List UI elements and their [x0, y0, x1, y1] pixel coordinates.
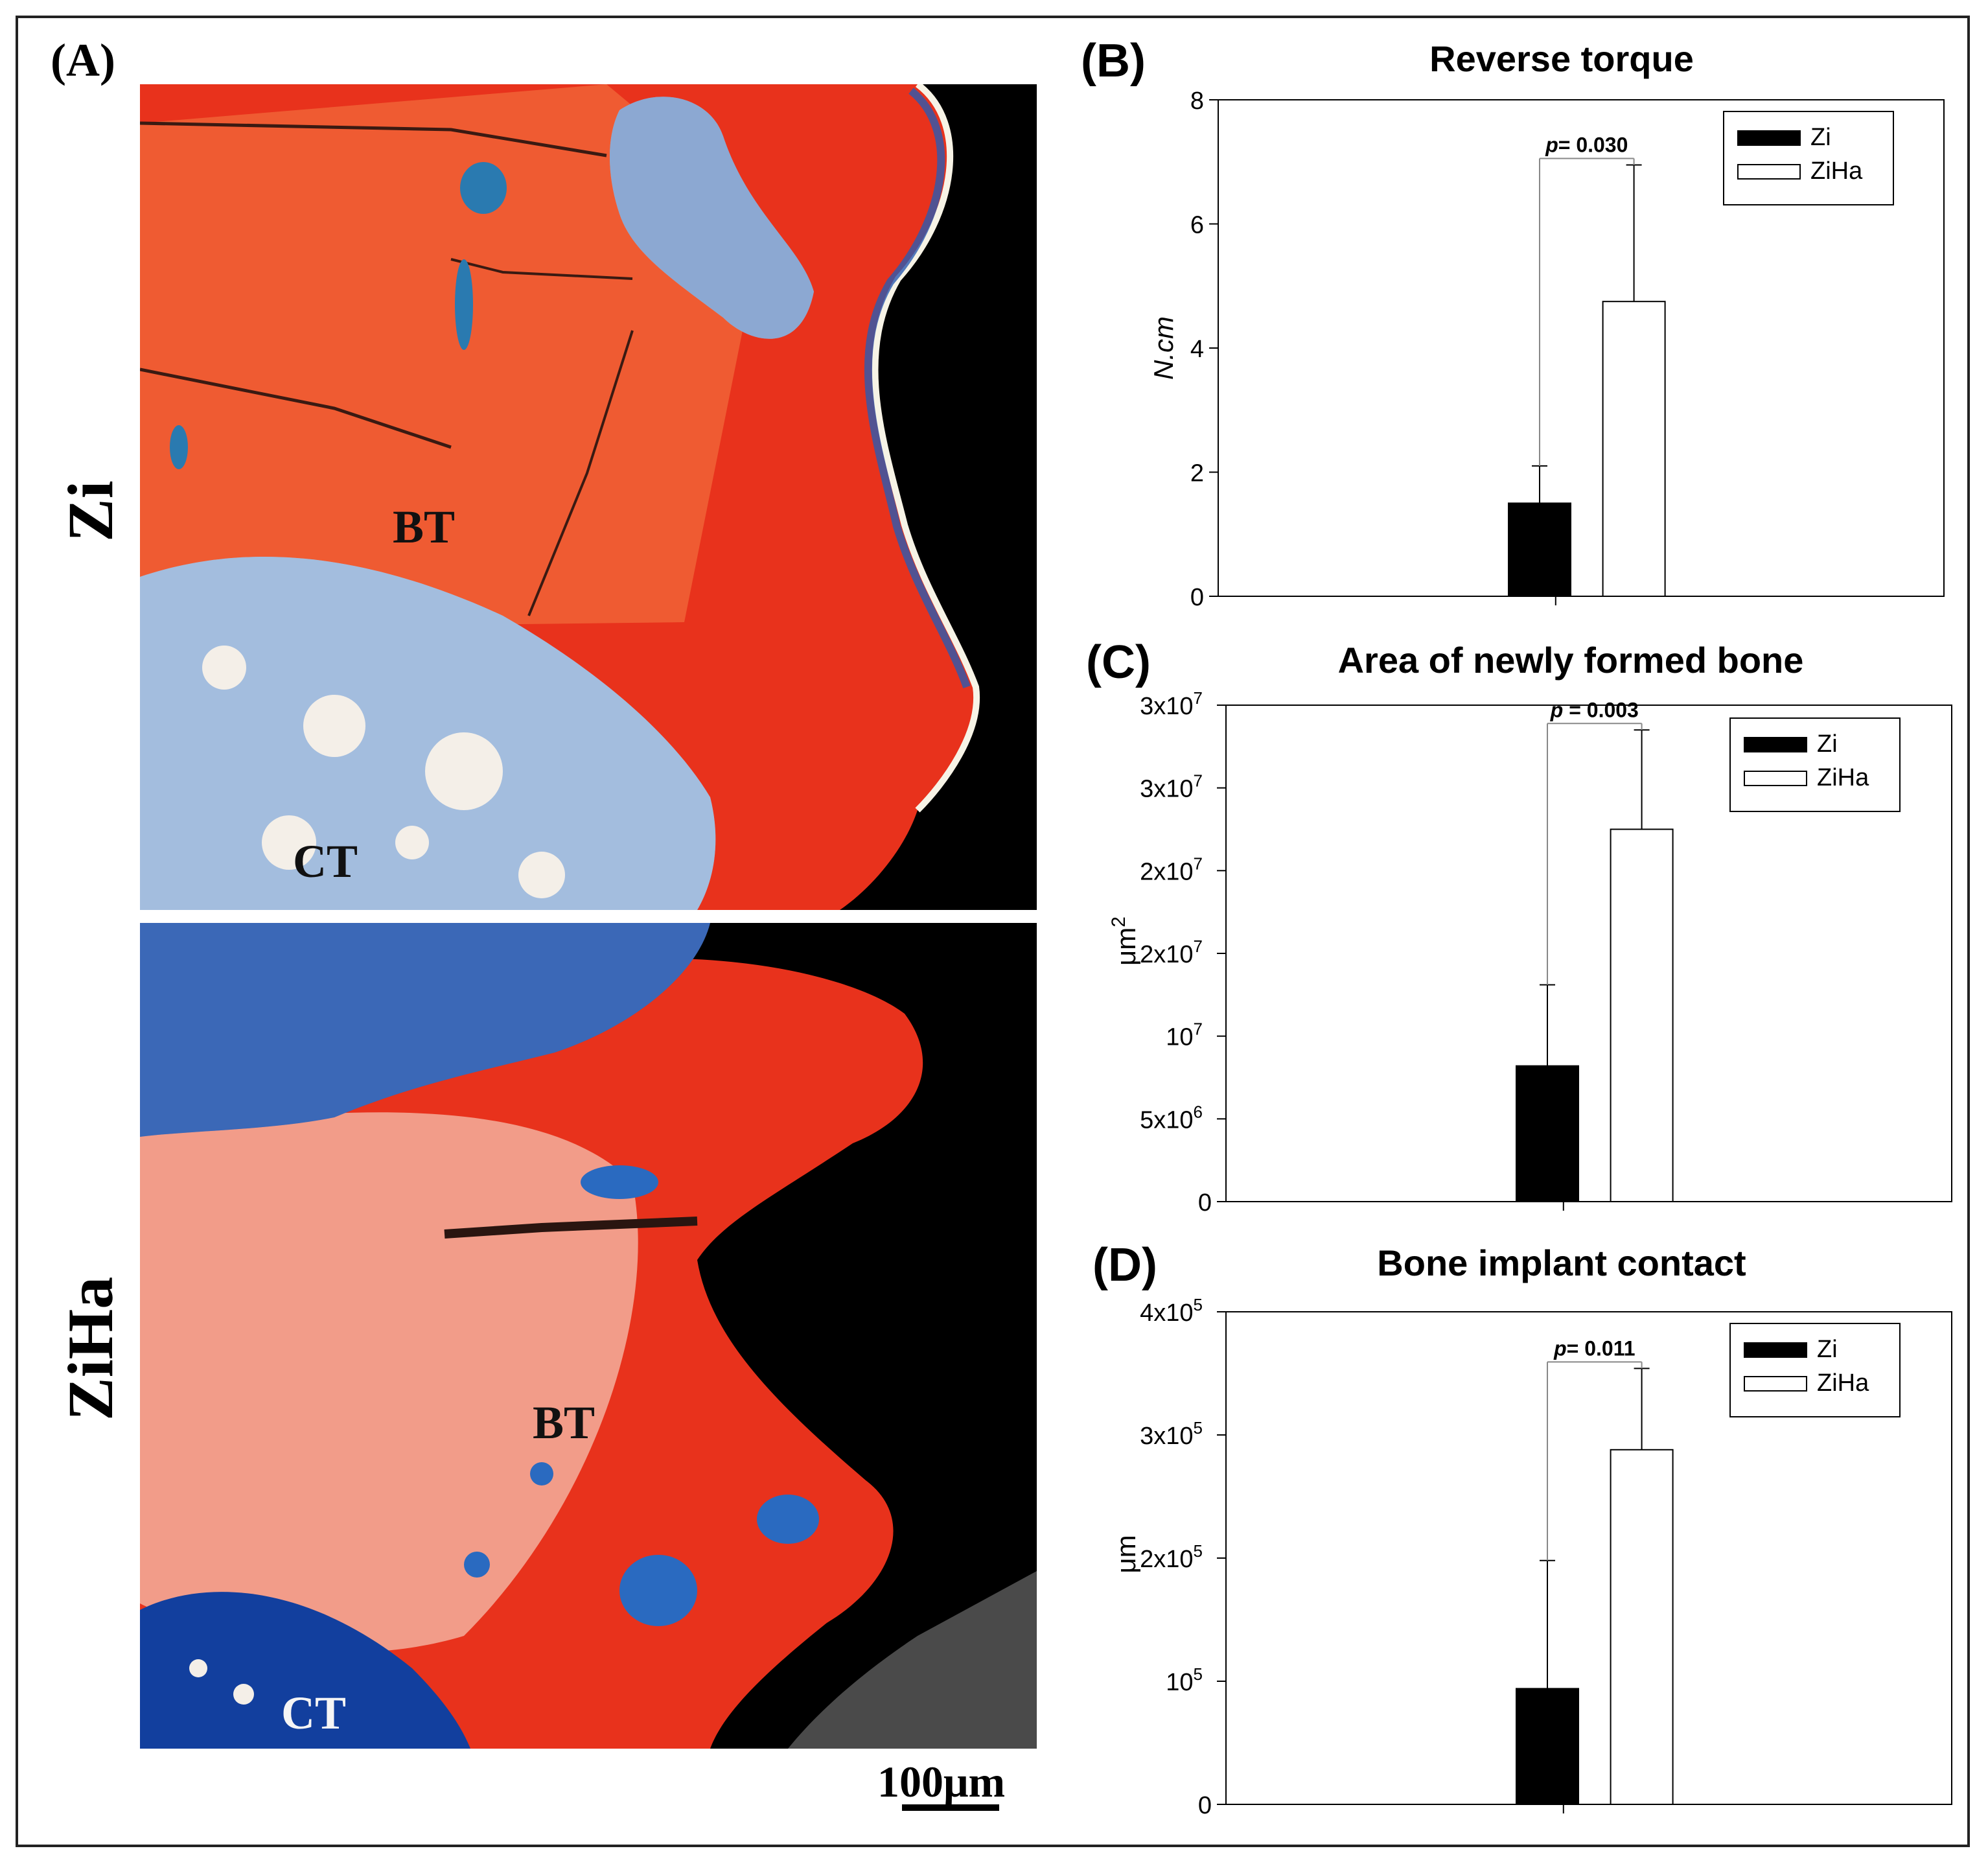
- panel-a-letter: (A): [51, 34, 115, 86]
- y-tick-label: 3x105: [1140, 1418, 1203, 1450]
- y-tick-label: 105: [1166, 1664, 1203, 1696]
- legend-swatch-zi: [1737, 130, 1801, 146]
- tissue-label-ct-ziha: CT: [281, 1687, 347, 1739]
- legend-label-ziha: ZiHa: [1817, 764, 1869, 791]
- y-tick-label: 107: [1166, 1019, 1203, 1051]
- legend-label-zi: Zi: [1817, 1336, 1838, 1363]
- y-tick-label: 4: [1190, 336, 1204, 363]
- bar-zi: [1516, 1688, 1579, 1806]
- micrograph-zi-drawing: [140, 84, 1037, 910]
- legend-box: [1729, 1323, 1901, 1417]
- legend-swatch-ziha: [1744, 1376, 1807, 1392]
- legend-box: [1729, 717, 1901, 812]
- row-label-zi: Zi: [54, 480, 126, 542]
- y-axis-label: μm: [1111, 1535, 1141, 1573]
- legend-label-zi: Zi: [1817, 730, 1838, 758]
- chart-bone-implant-contact: (D) Bone implant contact 0 105 2x105 3x105 4x1…: [1092, 1239, 1952, 1819]
- bar-ziha: [1602, 301, 1666, 597]
- p-value-label: p= 0.011: [1553, 1336, 1635, 1360]
- y-tick-label: 5x106: [1140, 1102, 1203, 1134]
- legend-label-ziha: ZiHa: [1817, 1369, 1869, 1397]
- legend-label-ziha: ZiHa: [1810, 157, 1863, 185]
- y-tick-label: 4x105: [1140, 1295, 1203, 1327]
- bar-zi: [1516, 1065, 1579, 1202]
- scale-bar: [902, 1804, 999, 1811]
- y-tick-label: 0: [1198, 1189, 1212, 1217]
- panel-letter: (D): [1092, 1239, 1157, 1291]
- tissue-label-bt-zi: BT: [393, 501, 456, 553]
- y-tick-label: 2: [1190, 460, 1204, 487]
- tissue-label-bt-ziha: BT: [533, 1397, 595, 1449]
- chart-title: Area of newly formed bone: [1338, 640, 1804, 681]
- tissue-label-ct-zi: CT: [293, 835, 358, 887]
- y-tick-label: 2x105: [1140, 1541, 1203, 1573]
- legend-box: [1723, 111, 1894, 205]
- p-value-label: p = 0.003: [1550, 698, 1639, 721]
- micrograph-ziha-drawing: [140, 923, 1037, 1749]
- bar-ziha: [1610, 1449, 1674, 1805]
- y-tick-label: 8: [1190, 87, 1204, 115]
- y-tick-label: 0: [1190, 584, 1204, 611]
- legend-swatch-zi: [1744, 1342, 1807, 1358]
- figure-frame: [16, 16, 1970, 1847]
- bar-ziha: [1610, 828, 1674, 1202]
- p-value-label: p= 0.030: [1545, 134, 1628, 157]
- micrograph-zi: BT CT: [140, 84, 1037, 910]
- y-tick-label: 2x107: [1140, 854, 1203, 885]
- micrograph-ziha: BT CT: [140, 923, 1037, 1749]
- y-axis-label: μm2: [1108, 916, 1141, 966]
- y-tick-label: 2x107: [1140, 937, 1203, 968]
- y-tick-label: 3x107: [1140, 688, 1203, 720]
- chart-reverse-torque: (B) Reverse torque 0 2 4 6 8 N.cm p= 0.030 Zi ZiHa: [1081, 35, 1945, 611]
- row-label-ziha: ZiHa: [54, 1276, 126, 1421]
- legend-swatch-ziha: [1737, 164, 1801, 180]
- panel-letter: (C): [1086, 636, 1151, 688]
- legend-swatch-zi: [1744, 737, 1807, 752]
- y-tick-label: 3x107: [1140, 771, 1203, 803]
- chart-title: Bone implant contact: [1377, 1242, 1746, 1283]
- y-tick-label: 6: [1190, 212, 1204, 239]
- bar-zi: [1508, 502, 1571, 597]
- chart-newly-formed-bone: (C) Area of newly formed bone 0 5x106 107 2x1…: [1086, 636, 1952, 1217]
- y-tick-label: 0: [1198, 1792, 1212, 1819]
- chart-title: Reverse torque: [1429, 38, 1694, 79]
- scale-bar-label: 100μm: [877, 1757, 1006, 1806]
- panel-letter: (B): [1081, 35, 1146, 87]
- legend-label-zi: Zi: [1810, 124, 1831, 151]
- legend-swatch-ziha: [1744, 771, 1807, 786]
- y-axis-label: N.cm: [1148, 316, 1179, 380]
